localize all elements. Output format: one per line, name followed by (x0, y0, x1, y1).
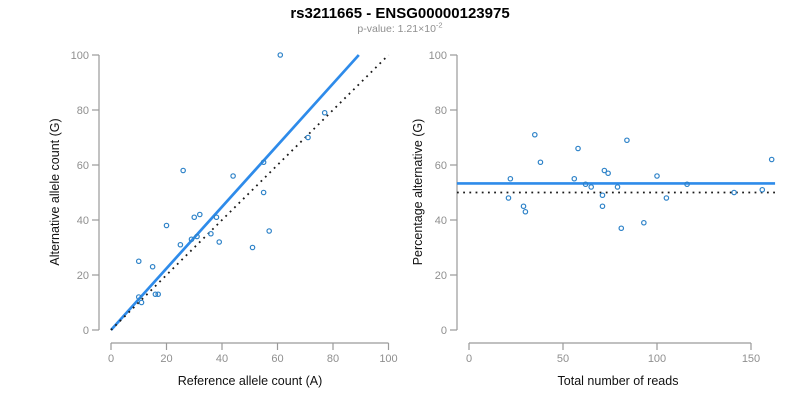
data-point (266, 228, 272, 234)
data-point (605, 170, 611, 177)
data-point (152, 291, 159, 298)
data-point (641, 219, 647, 226)
data-point (260, 159, 267, 166)
y-tick-label: 40 (435, 215, 447, 227)
data-point (759, 186, 766, 193)
x-tick-label: 20 (160, 353, 172, 365)
data-point (522, 208, 529, 215)
data-point (575, 145, 581, 152)
y-tick-label: 80 (77, 105, 89, 117)
data-point (663, 195, 670, 201)
data-point (260, 189, 267, 196)
data-point (180, 167, 186, 174)
data-point (599, 192, 606, 199)
pvalue-exponent: -2 (435, 20, 443, 30)
data-point (216, 239, 223, 245)
data-point (230, 173, 236, 179)
figure-subtitle: p-value: 1.21×10-2 (0, 20, 800, 35)
data-point (135, 294, 142, 300)
data-point (149, 263, 156, 270)
data-point (305, 134, 311, 141)
x-tick-label: 80 (327, 353, 339, 365)
data-point (321, 109, 328, 116)
y-tick-label: 40 (77, 215, 89, 227)
x-tick-label: 50 (557, 353, 569, 365)
regression-line (109, 54, 360, 331)
data-point (177, 241, 184, 248)
identity-line (110, 54, 390, 331)
data-point (531, 131, 538, 138)
data-point (731, 189, 737, 196)
right-x-axis-label: Total number of reads (557, 374, 679, 388)
data-point (537, 159, 544, 166)
x-tick-label: 60 (271, 353, 283, 365)
data-point (507, 175, 514, 182)
left-y-axis-label: Alternative allele count (G) (48, 118, 62, 266)
left-x-axis-label: Reference allele count (A) (177, 374, 323, 388)
data-point (599, 203, 606, 210)
data-point (654, 173, 660, 179)
y-tick-label: 0 (83, 325, 89, 337)
right-y-axis-label: Percentage alternative (G) (411, 118, 425, 266)
data-point (277, 52, 284, 58)
data-point (191, 214, 198, 221)
data-point (249, 244, 256, 251)
data-point (571, 175, 578, 182)
y-tick-label: 80 (435, 105, 447, 117)
data-point (684, 181, 690, 188)
data-point (520, 203, 527, 210)
x-tick-label: 100 (379, 353, 397, 365)
x-tick-label: 150 (742, 353, 760, 365)
figure-title: rs3211665 - ENSG00000123975 (290, 5, 510, 22)
data-point (768, 156, 775, 163)
x-tick-label: 0 (466, 353, 472, 365)
x-tick-label: 0 (108, 353, 114, 365)
data-point (588, 184, 595, 190)
y-tick-label: 20 (77, 270, 89, 282)
data-point (618, 225, 625, 232)
data-point (197, 211, 203, 218)
data-point (213, 214, 220, 221)
y-tick-label: 60 (77, 160, 89, 172)
data-point (582, 181, 589, 188)
data-point (614, 184, 621, 190)
x-tick-label: 40 (216, 353, 228, 365)
data-point (188, 236, 195, 243)
y-tick-label: 60 (435, 160, 447, 172)
data-point (505, 195, 512, 201)
y-tick-label: 20 (435, 270, 447, 282)
data-point (208, 230, 214, 237)
left-scatter-plot: 0 20 40 60 80 100 0 20 40 60 80 100 (71, 50, 398, 365)
y-tick-label: 0 (441, 325, 447, 337)
x-tick-label: 100 (648, 353, 666, 365)
data-point (624, 137, 630, 144)
data-point (601, 167, 608, 174)
data-point (138, 299, 145, 306)
y-tick-label: 100 (71, 50, 89, 62)
right-scatter-plot: 0 20 40 60 80 100 0 50 100 150 (429, 50, 776, 365)
data-point (135, 258, 142, 265)
data-point (155, 291, 161, 298)
data-point (163, 222, 170, 229)
y-tick-label: 100 (429, 50, 447, 62)
pvalue-text: p-value: 1.21×10 (357, 23, 436, 35)
data-point (194, 233, 200, 240)
